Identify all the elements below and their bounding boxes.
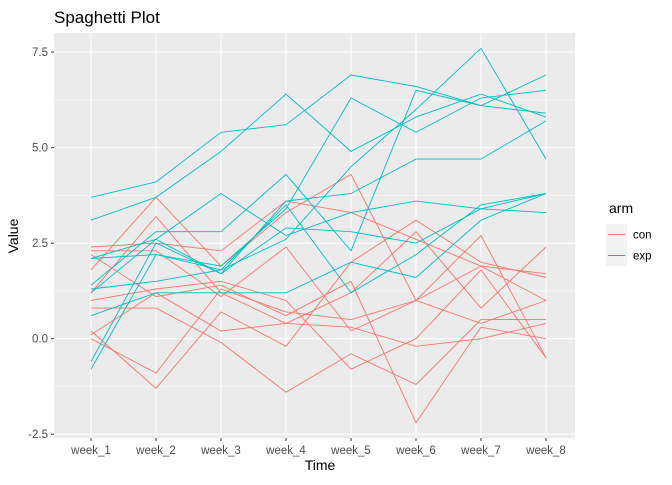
series-line-con-6 — [91, 307, 546, 393]
series-line-con-7 — [90, 254, 547, 424]
legend-label: con — [633, 230, 652, 242]
series-line-exp-20 — [90, 193, 547, 294]
x-tick-label: week_4 — [265, 445, 306, 457]
y-tick-label: 5.0 — [32, 143, 48, 155]
x-tick-label: week_1 — [70, 445, 111, 457]
series-line-exp-11 — [90, 74, 547, 198]
series-line-exp-16 — [90, 193, 547, 317]
y-tick-label: 2.5 — [32, 238, 48, 250]
plot-panel — [54, 33, 575, 438]
legend-title: arm — [609, 200, 633, 216]
y-axis-title: Value — [5, 218, 21, 253]
x-tick-label: week_6 — [395, 445, 436, 457]
chart-title: Spaghetti Plot — [54, 8, 160, 27]
y-tick-label: 7.5 — [32, 47, 48, 59]
x-tick-label: week_8 — [525, 445, 566, 457]
series-line-exp-18 — [90, 47, 547, 370]
legend: arm con exp — [606, 200, 652, 266]
y-tick-label: -2.5 — [28, 429, 48, 441]
y-axis: -2.5 0.0 2.5 5.0 7.5 — [28, 47, 54, 441]
series-line-con-10 — [91, 246, 547, 332]
series-line-exp-17 — [90, 120, 547, 294]
series-line-con-1 — [90, 219, 547, 389]
legend-item-con: con — [606, 224, 652, 245]
series-line-exp-19 — [90, 89, 547, 267]
legend-label: exp — [633, 251, 652, 263]
series-lines — [90, 47, 547, 424]
series-line-con-8 — [90, 173, 547, 359]
x-axis-title: Time — [305, 457, 336, 473]
series-line-exp-12 — [90, 93, 547, 221]
y-tick-label: 0.0 — [32, 334, 48, 346]
x-tick-label: week_5 — [330, 445, 371, 457]
series-line-con-2 — [90, 215, 547, 347]
series-line-con-9 — [90, 269, 547, 370]
legend-item-exp: exp — [606, 245, 652, 266]
series-line-con-4 — [90, 288, 547, 374]
series-line-con-5 — [90, 231, 547, 336]
x-tick-label: week_2 — [135, 445, 176, 457]
x-tick-label: week_7 — [460, 445, 501, 457]
series-line-exp-14 — [90, 74, 547, 286]
x-axis: week_1 week_2 week_3 week_4 week_5 week_6 week… — [70, 438, 566, 457]
x-tick-label: week_3 — [200, 445, 241, 457]
series-line-exp-15 — [90, 193, 547, 362]
series-line-con-3 — [90, 200, 547, 275]
